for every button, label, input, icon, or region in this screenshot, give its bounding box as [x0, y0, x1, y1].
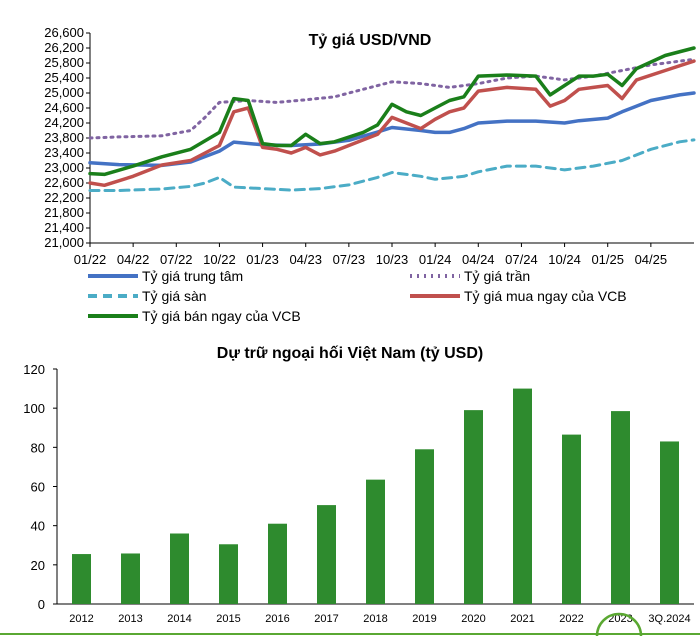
- x-tick-label: 04/22: [117, 252, 150, 267]
- legend-item-san: Tỷ giá sàn: [88, 288, 207, 304]
- line-series-3: [88, 59, 696, 188]
- x-tick-label: 01/22: [74, 252, 107, 267]
- y-tick-label: 20: [31, 558, 45, 573]
- legend-label-mua-vcb: Tỷ giá mua ngay của VCB: [464, 288, 627, 304]
- legend-label-san: Tỷ giá sàn: [142, 288, 207, 304]
- bar-chart-x-labels: 2012 2013 2014 2015 2016 2017 2018 2019 2020 2021…: [69, 613, 690, 625]
- x-tick-label: 10/23: [376, 252, 409, 267]
- y-tick-label: 26,600: [44, 25, 84, 40]
- bar-2017: [317, 505, 336, 604]
- line-chart-legend: Tỷ giá trung tâm Tỷ giá trần Tỷ giá sàn …: [88, 268, 627, 324]
- bar-2013: [121, 553, 140, 604]
- y-tick-label: 25,000: [44, 85, 84, 100]
- x-tick-label: 01/23: [246, 252, 279, 267]
- legend-label-ban-vcb: Tỷ giá bán ngay của VCB: [142, 308, 301, 324]
- x-tick-label: 07/24: [505, 252, 538, 267]
- fx-reserves-bar-chart: Dự trữ ngoại hối Việt Nam (tỷ USD) 0 20 40…: [23, 345, 694, 625]
- line-series-0: [88, 91, 696, 168]
- legend-label-tran: Tỷ giá trần: [464, 268, 530, 284]
- y-tick-label: 23,400: [44, 145, 84, 160]
- y-tick-label: 21,000: [44, 235, 84, 250]
- y-tick-label: 26,200: [44, 40, 84, 55]
- bar-chart-title: Dự trữ ngoại hối Việt Nam (tỷ USD): [217, 345, 483, 362]
- bar-2020: [464, 410, 483, 604]
- y-tick-label: 80: [31, 440, 45, 455]
- legend-item-ban-vcb: Tỷ giá bán ngay của VCB: [88, 308, 301, 324]
- y-tick-label: 22,600: [44, 175, 84, 190]
- legend-label-trung-tam: Tỷ giá trung tâm: [142, 268, 243, 284]
- x-tick-label: 04/23: [289, 252, 322, 267]
- x-category-label: 2015: [216, 613, 240, 625]
- bar-3Q.2024: [660, 441, 679, 604]
- bar-chart-y-ticks: 0 20 40 60 80 100 120: [23, 362, 57, 612]
- line-chart-title: Tỷ giá USD/VND: [309, 32, 432, 49]
- x-tick-label: 04/25: [635, 252, 668, 267]
- y-tick-label: 21,800: [44, 205, 84, 220]
- y-tick-label: 40: [31, 519, 45, 534]
- bar-2018: [366, 479, 385, 604]
- y-tick-label: 22,200: [44, 190, 84, 205]
- bar-2012: [72, 554, 91, 604]
- legend-item-mua-vcb: Tỷ giá mua ngay của VCB: [410, 288, 627, 304]
- x-category-label: 2016: [265, 613, 289, 625]
- usd-vnd-line-chart: Tỷ giá USD/VND 21,00021,40021,80022,2002…: [44, 25, 696, 324]
- y-tick-label: 21,400: [44, 220, 84, 235]
- y-tick-label: 25,800: [44, 55, 84, 70]
- x-tick-label: 01/24: [419, 252, 452, 267]
- y-tick-label: 25,400: [44, 70, 84, 85]
- x-tick-label: 07/22: [160, 252, 193, 267]
- x-category-label: 2014: [167, 613, 191, 625]
- y-tick-label: 100: [23, 401, 45, 416]
- x-category-label: 2020: [461, 613, 485, 625]
- bar-2015: [219, 544, 238, 604]
- bar-2023: [611, 411, 630, 604]
- bar-2016: [268, 523, 287, 604]
- y-tick-label: 24,200: [44, 115, 84, 130]
- line-series-2: [88, 138, 696, 192]
- x-tick-label: 01/25: [591, 252, 624, 267]
- legend-item-trung-tam: Tỷ giá trung tâm: [88, 268, 243, 284]
- x-category-label: 2019: [412, 613, 436, 625]
- line-chart-x-ticks: 01/22 04/22 07/22 10/22 01/23 04/23 07/23 10/23…: [74, 243, 667, 267]
- x-category-label: 2021: [510, 613, 534, 625]
- x-tick-label: 10/24: [548, 252, 581, 267]
- x-category-label: 2017: [314, 613, 338, 625]
- line-chart-series: [88, 46, 696, 192]
- x-tick-label: 07/23: [333, 252, 366, 267]
- x-category-label: 2018: [363, 613, 387, 625]
- line-series-4: [88, 46, 696, 177]
- bar-2021: [513, 388, 532, 604]
- bar-2022: [562, 434, 581, 604]
- line-chart-y-ticks: 21,00021,40021,80022,20022,60023,00023,4…: [44, 25, 90, 250]
- bar-chart-bars: [72, 388, 679, 604]
- x-category-label: 2012: [69, 613, 93, 625]
- bar-2014: [170, 533, 189, 604]
- y-tick-label: 120: [23, 362, 45, 377]
- x-category-label: 3Q.2024: [648, 613, 690, 625]
- footer-logo-mark: [595, 612, 643, 636]
- x-category-label: 2022: [559, 613, 583, 625]
- bar-2019: [415, 449, 434, 604]
- y-tick-label: 23,800: [44, 130, 84, 145]
- y-tick-label: 24,600: [44, 100, 84, 115]
- x-category-label: 2013: [118, 613, 142, 625]
- y-tick-label: 23,000: [44, 160, 84, 175]
- legend-item-tran: Tỷ giá trần: [410, 268, 530, 284]
- x-tick-label: 10/22: [203, 252, 236, 267]
- x-tick-label: 04/24: [462, 252, 495, 267]
- y-tick-label: 0: [38, 597, 45, 612]
- y-tick-label: 60: [31, 480, 45, 495]
